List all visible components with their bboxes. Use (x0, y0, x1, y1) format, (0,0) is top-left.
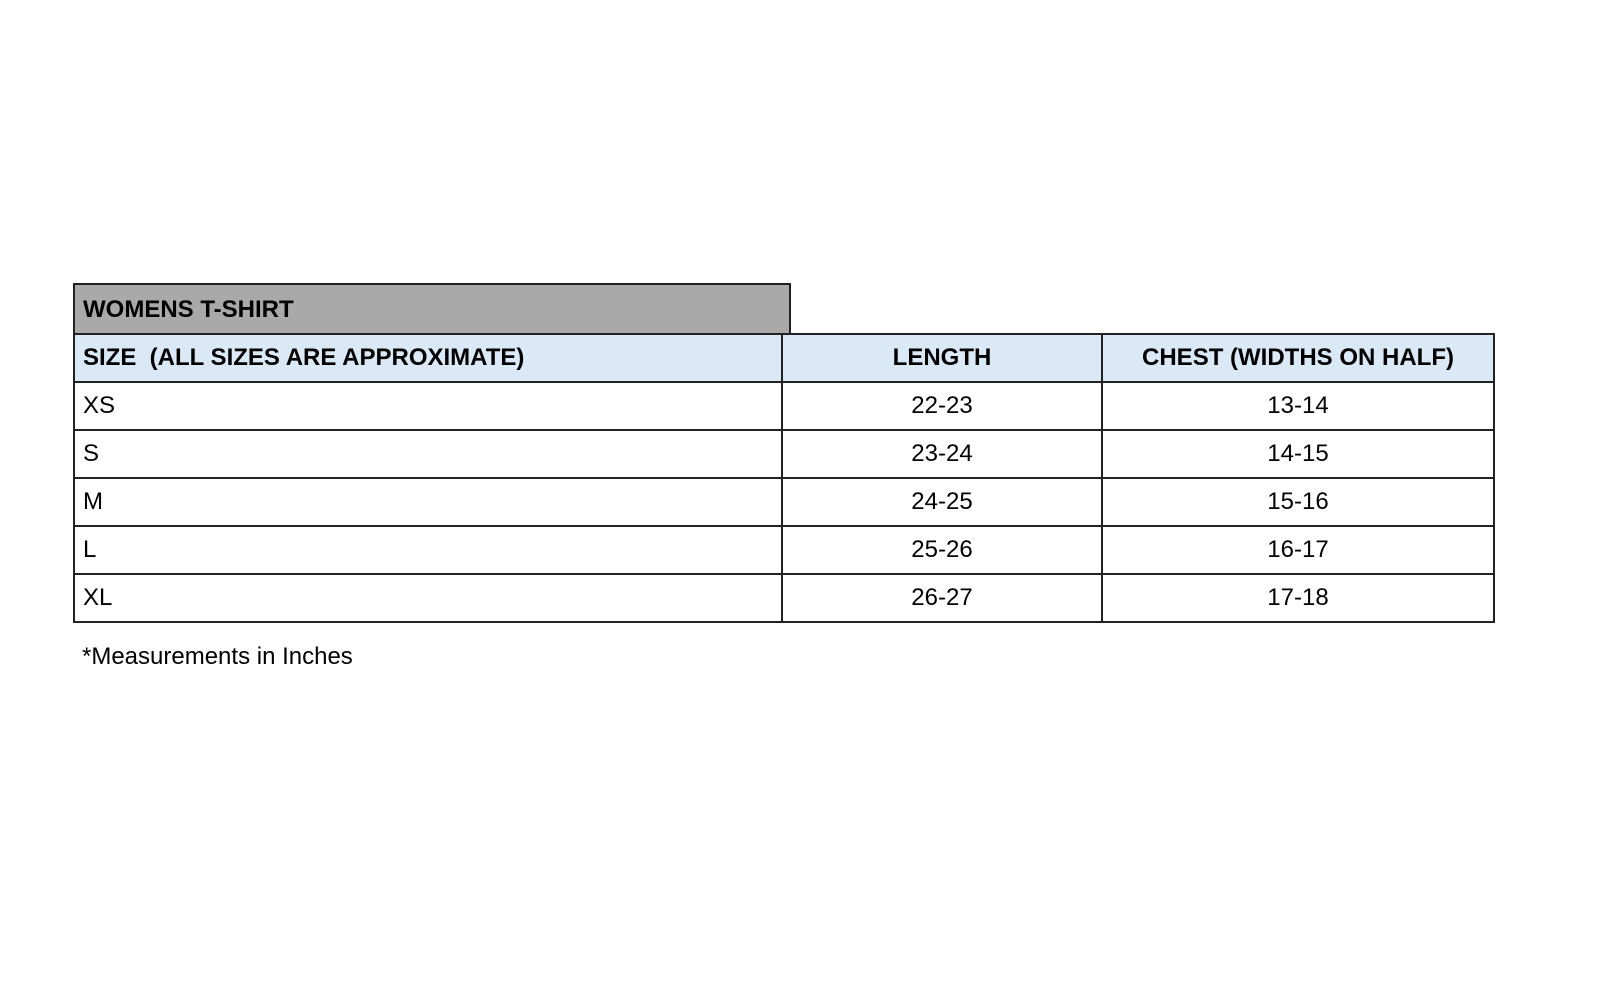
chest-cell: 15-16 (1101, 477, 1495, 527)
table-row: M 24-25 15-16 (73, 477, 1495, 527)
size-cell: XS (73, 381, 783, 431)
header-chest: CHEST (WIDTHS ON HALF) (1101, 333, 1495, 383)
size-cell: S (73, 429, 783, 479)
header-length: LENGTH (781, 333, 1103, 383)
footnote: *Measurements in Inches (82, 643, 353, 670)
chest-cell: 16-17 (1101, 525, 1495, 575)
table-row: XL 26-27 17-18 (73, 573, 1495, 623)
length-cell: 23-24 (781, 429, 1103, 479)
length-cell: 25-26 (781, 525, 1103, 575)
chest-cell: 17-18 (1101, 573, 1495, 623)
header-size: SIZE (ALL SIZES ARE APPROXIMATE) (73, 333, 783, 383)
table-row: S 23-24 14-15 (73, 429, 1495, 479)
length-cell: 26-27 (781, 573, 1103, 623)
chest-cell: 14-15 (1101, 429, 1495, 479)
table-row: L 25-26 16-17 (73, 525, 1495, 575)
size-cell: XL (73, 573, 783, 623)
size-cell: L (73, 525, 783, 575)
size-chart-table: SIZE (ALL SIZES ARE APPROXIMATE) LENGTH … (73, 333, 1495, 623)
size-cell: M (73, 477, 783, 527)
table-row: XS 22-23 13-14 (73, 381, 1495, 431)
length-cell: 22-23 (781, 381, 1103, 431)
chest-cell: 13-14 (1101, 381, 1495, 431)
header-row: SIZE (ALL SIZES ARE APPROXIMATE) LENGTH … (73, 333, 1495, 383)
table-title: WOMENS T-SHIRT (73, 283, 791, 333)
length-cell: 24-25 (781, 477, 1103, 527)
